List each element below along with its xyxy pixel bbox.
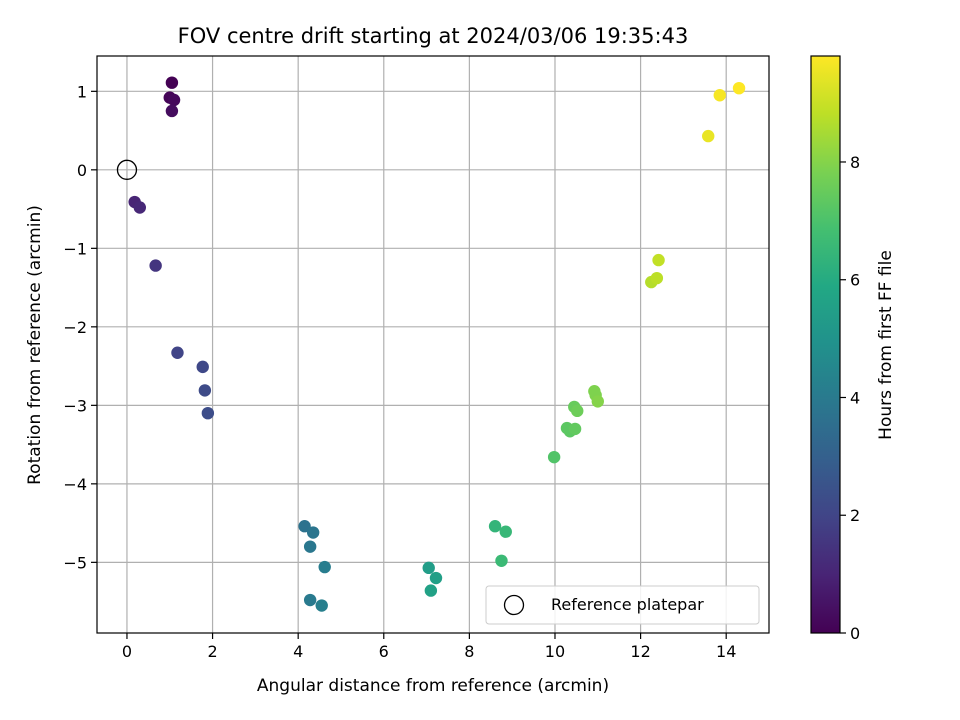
colorbar-tick-label: 8 bbox=[850, 153, 860, 172]
legend-label: Reference platepar bbox=[551, 595, 704, 614]
data-point bbox=[149, 259, 162, 272]
colorbar-ticks: 0 2 4 6 8 bbox=[840, 153, 860, 643]
colorbar: 0 2 4 6 8 Hours from first FF file bbox=[810, 55, 896, 643]
colorbar-tick-label: 4 bbox=[850, 388, 860, 407]
data-point bbox=[133, 201, 147, 214]
data-point bbox=[198, 384, 212, 397]
y-tick-label: −1 bbox=[63, 239, 87, 258]
data-point bbox=[422, 561, 435, 575]
colorbar-gradient bbox=[810, 55, 841, 634]
data-point bbox=[306, 526, 320, 539]
data-point bbox=[165, 76, 179, 89]
data-point bbox=[171, 346, 184, 359]
data-point bbox=[303, 593, 317, 607]
x-tick-label: 0 bbox=[122, 642, 132, 661]
data-point bbox=[318, 560, 331, 574]
data-point bbox=[571, 404, 584, 418]
x-tick-label: 14 bbox=[716, 642, 736, 661]
colorbar-tick-label: 2 bbox=[850, 506, 860, 525]
data-point bbox=[652, 253, 665, 267]
plot-frame bbox=[96, 55, 770, 634]
data-point bbox=[424, 584, 438, 597]
legend-box bbox=[485, 585, 760, 625]
data-point bbox=[201, 406, 215, 420]
reference-platepar-point bbox=[116, 159, 138, 180]
y-tick-label: −5 bbox=[63, 553, 87, 572]
data-point bbox=[315, 599, 328, 612]
reference-marker bbox=[116, 159, 138, 180]
data-point bbox=[732, 81, 746, 95]
data-point bbox=[429, 571, 443, 585]
data-point bbox=[495, 554, 508, 567]
data-point bbox=[499, 525, 512, 538]
y-axis-label: Rotation from reference (arcmin) bbox=[25, 205, 45, 485]
data-point bbox=[488, 520, 502, 533]
data-point bbox=[547, 450, 561, 464]
chart-title: FOV centre drift starting at 2024/03/06 … bbox=[178, 24, 689, 48]
data-point bbox=[568, 422, 582, 436]
x-tick-label: 4 bbox=[293, 642, 303, 661]
y-tick-label: −2 bbox=[63, 318, 87, 337]
y-axis-ticks: 1 0 −1 −2 −3 −4 −5 bbox=[63, 82, 97, 572]
x-tick-label: 8 bbox=[464, 642, 474, 661]
legend-marker bbox=[503, 594, 525, 616]
y-tick-label: −3 bbox=[63, 396, 87, 415]
grid bbox=[97, 56, 769, 633]
data-point bbox=[298, 520, 311, 533]
x-axis-label: Angular distance from reference (arcmin) bbox=[257, 676, 609, 696]
data-point bbox=[303, 540, 317, 553]
data-point bbox=[165, 104, 179, 118]
y-tick-label: −4 bbox=[63, 475, 87, 494]
y-tick-label: 0 bbox=[77, 161, 87, 180]
x-tick-label: 12 bbox=[630, 642, 650, 661]
data-points bbox=[128, 76, 746, 612]
colorbar-label: Hours from first FF file bbox=[876, 250, 896, 440]
data-point bbox=[167, 93, 181, 107]
data-point bbox=[702, 129, 715, 143]
colorbar-tick-label: 6 bbox=[850, 271, 860, 290]
data-point bbox=[591, 395, 604, 408]
y-tick-label: 1 bbox=[77, 82, 87, 101]
x-tick-label: 10 bbox=[545, 642, 565, 661]
colorbar-tick-label: 0 bbox=[850, 624, 860, 643]
legend: Reference platepar bbox=[485, 585, 760, 625]
x-tick-label: 6 bbox=[379, 642, 389, 661]
data-point bbox=[713, 89, 726, 102]
data-point bbox=[196, 360, 209, 374]
x-axis-ticks: 0 2 4 6 8 10 12 14 bbox=[122, 633, 736, 661]
x-tick-label: 2 bbox=[207, 642, 217, 661]
data-point bbox=[650, 271, 664, 285]
